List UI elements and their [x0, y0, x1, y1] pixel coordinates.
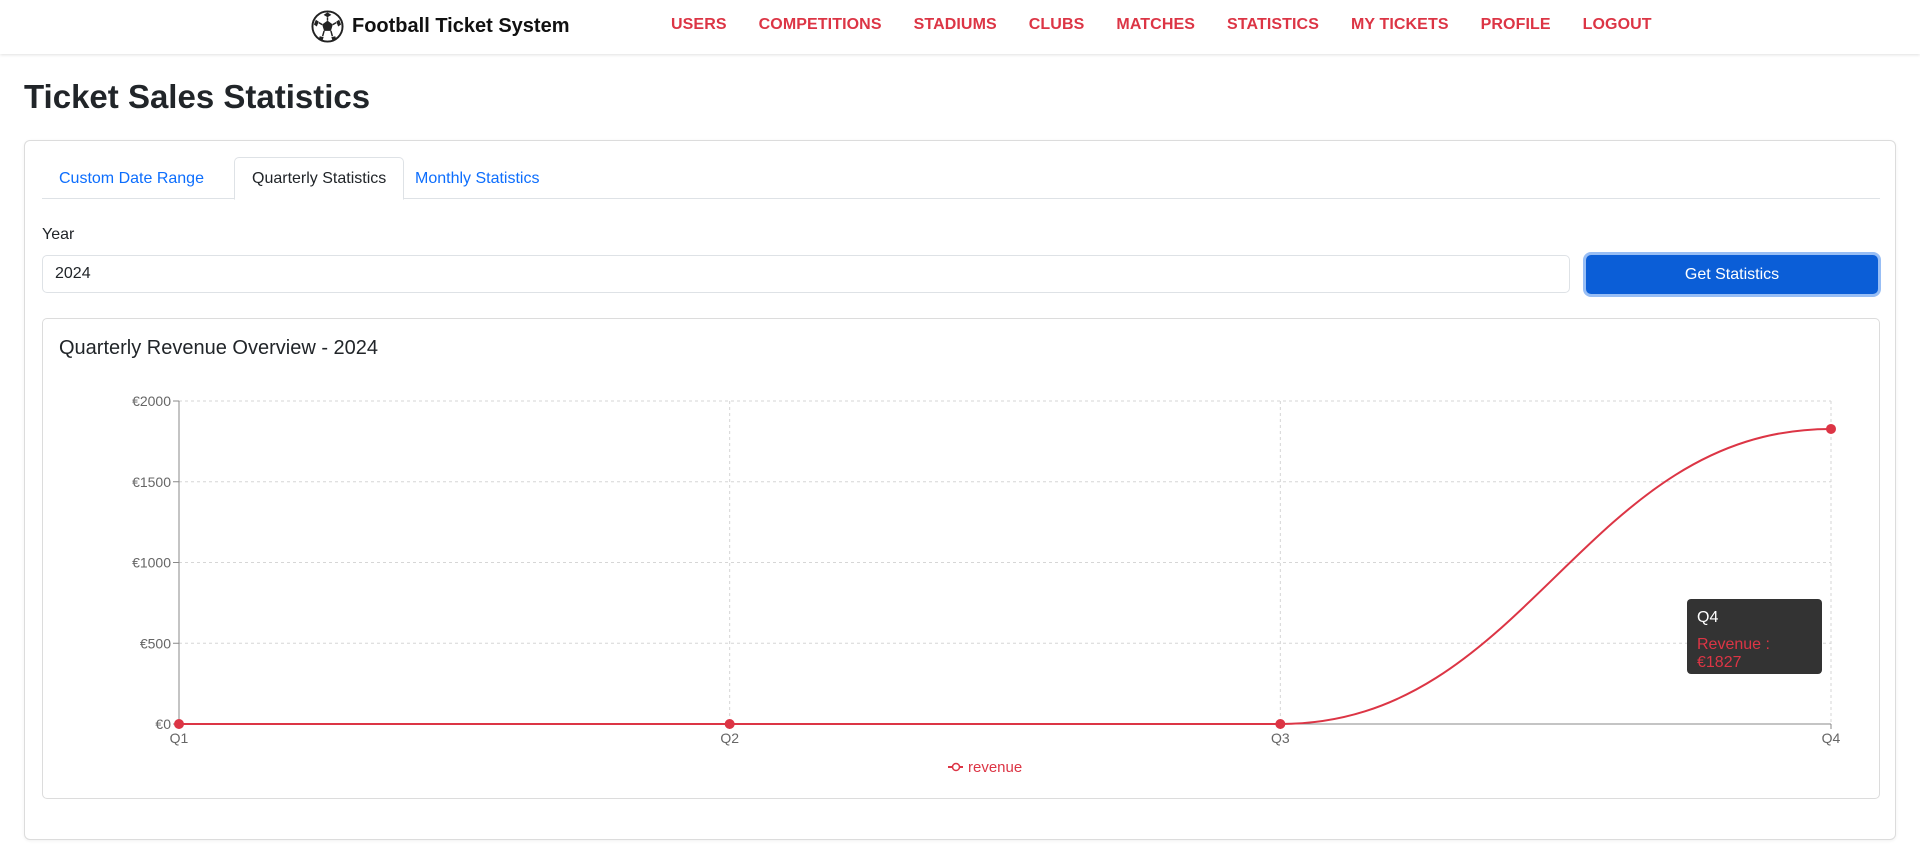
nav-item-clubs[interactable]: CLUBS: [1028, 16, 1085, 33]
brand[interactable]: Football Ticket System: [311, 9, 569, 43]
tab-quarterly-statistics[interactable]: Quarterly Statistics: [234, 157, 405, 200]
data-point-q1: [174, 719, 184, 729]
y-tick-label-1: €500: [140, 635, 171, 651]
series-line-revenue: [179, 427, 1832, 726]
y-tick-label-4: €2000: [132, 393, 171, 409]
brand-name: Football Ticket System: [352, 14, 570, 37]
year-label: Year: [42, 226, 75, 243]
y-tick-label-3: €1500: [132, 474, 171, 490]
nav-menu: USERS COMPETITIONS STADIUMS CLUBS MATCHE…: [671, 0, 1652, 50]
legend-label-revenue: revenue: [968, 759, 1022, 776]
nav-item-users[interactable]: USERS: [671, 16, 727, 33]
y-tick-label-2: €1000: [132, 555, 171, 571]
x-tick-label-2: Q3: [1271, 730, 1290, 746]
nav-item-profile[interactable]: PROFILE: [1480, 16, 1551, 33]
nav-item-competitions[interactable]: COMPETITIONS: [758, 16, 882, 33]
y-tick-label-0: €0: [155, 716, 171, 732]
year-input[interactable]: [42, 255, 1570, 293]
legend-marker: [951, 762, 961, 772]
navbar: Football Ticket System USERS COMPETITION…: [0, 0, 1920, 54]
tab-bar: Custom Date Range Quarterly Statistics M…: [42, 157, 1880, 200]
chart-tooltip: Q4 Revenue : €1827: [1687, 599, 1822, 674]
nav-item-stadiums[interactable]: STADIUMS: [913, 16, 997, 33]
nav-item-logout[interactable]: LOGOUT: [1582, 16, 1652, 33]
data-point-q3: [1275, 719, 1286, 729]
tab-custom-date-range[interactable]: Custom Date Range: [59, 169, 204, 187]
statistics-card: Custom Date Range Quarterly Statistics M…: [24, 140, 1896, 840]
tooltip-value: Revenue : €1827: [1697, 636, 1770, 671]
chart-card: Quarterly Revenue Overview - 2024 €0 €500…: [42, 318, 1880, 799]
x-tick-label-3: Q4: [1822, 730, 1841, 746]
revenue-line-chart: €0 €500 €1000 €1500 €2000 Q1 Q2 Q3 Q4 revenue: [132, 393, 1841, 776]
x-tick-label-0: Q1: [170, 730, 189, 746]
chart-title: Quarterly Revenue Overview - 2024: [59, 337, 379, 359]
page-title: Ticket Sales Statistics: [24, 78, 371, 115]
data-point-q2: [724, 719, 735, 729]
x-tick-label-1: Q2: [720, 730, 739, 746]
tooltip-label: Q4: [1697, 609, 1719, 626]
nav-item-my-tickets[interactable]: MY TICKETS: [1350, 16, 1449, 33]
nav-item-statistics[interactable]: STATISTICS: [1227, 16, 1319, 33]
data-point-q4: [1826, 423, 1836, 434]
tab-monthly-statistics[interactable]: Monthly Statistics: [415, 169, 540, 187]
soccer-ball-icon: [311, 9, 344, 43]
get-statistics-button[interactable]: Get Statistics: [1586, 255, 1878, 294]
nav-item-matches[interactable]: MATCHES: [1116, 16, 1196, 33]
